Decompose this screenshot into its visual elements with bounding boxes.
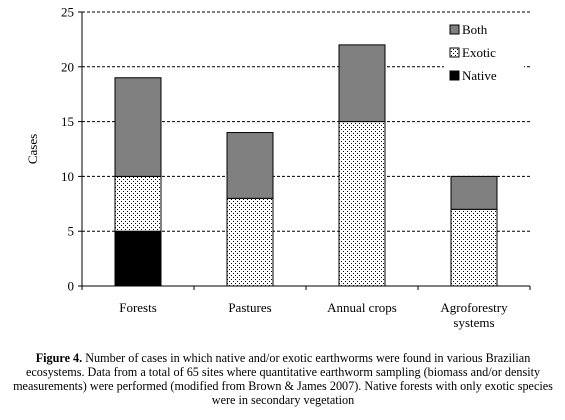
bar-segment-both — [338, 44, 386, 123]
bar-segment-exotic — [338, 121, 386, 287]
bar-segment-native — [114, 230, 162, 287]
y-tick-label: 5 — [68, 224, 75, 239]
y-axis-label: Cases — [25, 134, 40, 164]
legend-swatch-exotic — [449, 47, 460, 58]
legend: Both Exotic Native — [444, 18, 524, 88]
x-tick-label: Forests — [119, 300, 157, 315]
y-tick-labels: 0 5 10 15 20 25 — [61, 5, 74, 294]
x-tick-label: systems — [453, 315, 494, 330]
axes — [78, 11, 531, 290]
bar-segment-exotic — [450, 208, 498, 287]
legend-label-exotic: Exotic — [462, 45, 496, 60]
legend-swatch-both — [449, 24, 460, 35]
y-tick-label: 20 — [61, 59, 74, 74]
y-tick-label: 15 — [61, 114, 74, 129]
bars — [114, 44, 498, 287]
legend-label-native: Native — [462, 68, 497, 83]
figure-caption: Figure 4. Number of cases in which nativ… — [8, 351, 558, 407]
legend-label-both: Both — [462, 22, 488, 37]
x-tick-label: Pastures — [228, 300, 271, 315]
x-tick-labels: Forests Pastures Annual crops Agroforestrys… — [119, 300, 508, 330]
caption-text: Number of cases in which native and/or e… — [13, 351, 553, 407]
y-tick-label: 25 — [61, 5, 74, 20]
bar-segment-exotic — [226, 197, 274, 287]
bar-segment-both — [450, 175, 498, 210]
legend-swatch-native — [449, 70, 460, 81]
bar-chart: 0 5 10 15 20 25 Forests Pastures Annual crops Ag… — [25, 5, 531, 330]
y-tick-label: 10 — [61, 169, 74, 184]
x-tick-label: Annual crops — [327, 300, 397, 315]
bar-segment-both — [114, 77, 162, 177]
bar-segment-both — [226, 132, 274, 199]
bar-segment-exotic — [114, 175, 162, 232]
y-tick-label: 0 — [68, 279, 75, 294]
x-tick-label: Agroforestry — [440, 300, 508, 315]
caption-label: Figure 4. — [35, 351, 83, 365]
